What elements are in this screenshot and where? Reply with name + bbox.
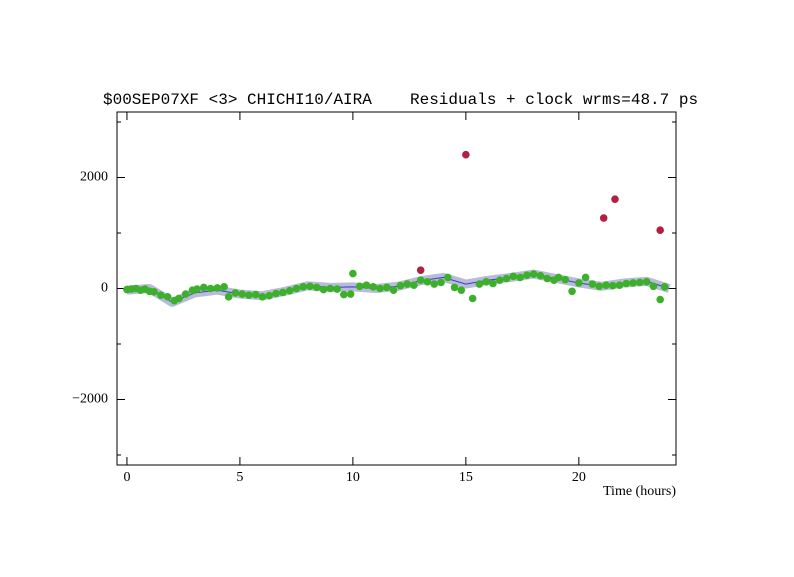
data-point xyxy=(636,278,644,287)
data-point xyxy=(299,283,307,291)
data-point xyxy=(450,283,459,292)
data-point xyxy=(622,279,631,288)
data-point xyxy=(608,281,617,290)
data-point xyxy=(495,276,504,284)
data-point xyxy=(175,294,183,303)
data-point xyxy=(333,285,341,293)
data-point xyxy=(649,282,658,291)
data-point xyxy=(326,284,335,293)
data-point xyxy=(258,293,267,301)
x-tick-label: 10 xyxy=(346,470,360,485)
data-point xyxy=(199,283,208,292)
data-point xyxy=(213,284,222,292)
data-point xyxy=(163,293,172,301)
data-point xyxy=(599,214,608,222)
data-point xyxy=(554,273,563,282)
data-point xyxy=(181,290,190,298)
data-point xyxy=(272,289,280,298)
x-axis-label: Time (hours) xyxy=(603,484,676,499)
data-point xyxy=(543,274,552,283)
x-tick-label: 15 xyxy=(459,470,473,485)
data-point xyxy=(516,273,524,282)
data-point xyxy=(529,270,538,278)
data-point xyxy=(245,291,253,299)
data-point xyxy=(319,285,328,294)
data-point xyxy=(615,281,624,289)
data-point xyxy=(660,283,669,291)
data-point xyxy=(224,293,233,301)
data-point xyxy=(581,273,590,282)
chart-subtitle: Residuals + clock wrms=48.7 ps xyxy=(410,91,698,109)
data-point xyxy=(403,280,411,288)
data-point xyxy=(462,150,470,159)
data-point xyxy=(346,290,355,298)
data-point xyxy=(150,288,158,296)
data-point xyxy=(423,278,432,286)
data-point xyxy=(611,195,619,203)
data-point xyxy=(306,282,314,291)
data-point xyxy=(292,284,301,293)
data-point xyxy=(430,280,439,288)
data-point xyxy=(376,284,384,293)
data-point xyxy=(206,284,215,293)
data-point xyxy=(157,291,165,299)
data-point xyxy=(536,271,545,280)
data-point xyxy=(312,283,321,292)
data-point xyxy=(656,226,664,235)
data-point xyxy=(443,273,452,282)
data-point xyxy=(523,271,531,279)
x-tick-label: 0 xyxy=(123,470,130,485)
data-point xyxy=(416,266,425,274)
data-point xyxy=(561,275,570,284)
data-point xyxy=(568,287,576,296)
data-point xyxy=(595,282,603,291)
x-tick-label: 5 xyxy=(236,470,243,485)
data-point xyxy=(588,280,597,288)
data-point xyxy=(251,290,260,299)
data-point xyxy=(396,281,405,290)
x-tick-label: 20 xyxy=(572,470,586,485)
data-point xyxy=(362,281,371,289)
data-point xyxy=(457,286,466,294)
data-point xyxy=(629,279,637,287)
data-point xyxy=(475,280,484,288)
data-point xyxy=(437,278,445,287)
y-tick-label: 0 xyxy=(101,281,108,296)
data-point xyxy=(369,283,378,291)
data-point xyxy=(220,283,228,291)
data-point xyxy=(602,281,610,289)
data-point xyxy=(410,281,418,289)
data-point xyxy=(193,285,201,293)
data-point xyxy=(382,283,391,292)
data-point xyxy=(349,269,357,278)
data-point xyxy=(642,278,651,286)
data-point xyxy=(355,282,364,291)
chart-title: $00SEP07XF <3> CHICHI10/AIRA xyxy=(103,91,372,109)
data-point xyxy=(489,279,497,288)
data-point xyxy=(285,286,294,295)
y-tick-label: 2000 xyxy=(80,170,108,185)
data-point xyxy=(482,278,491,286)
data-point xyxy=(231,289,240,297)
y-tick-label: −2000 xyxy=(72,392,108,407)
data-point xyxy=(340,290,348,299)
data-point xyxy=(279,288,287,297)
data-point xyxy=(416,276,425,284)
data-point xyxy=(468,294,477,303)
data-point xyxy=(509,272,518,281)
data-point xyxy=(656,295,664,304)
data-point xyxy=(575,279,583,287)
data-point xyxy=(502,274,511,283)
data-point xyxy=(238,290,246,298)
data-point xyxy=(389,286,398,294)
data-point xyxy=(265,291,274,300)
